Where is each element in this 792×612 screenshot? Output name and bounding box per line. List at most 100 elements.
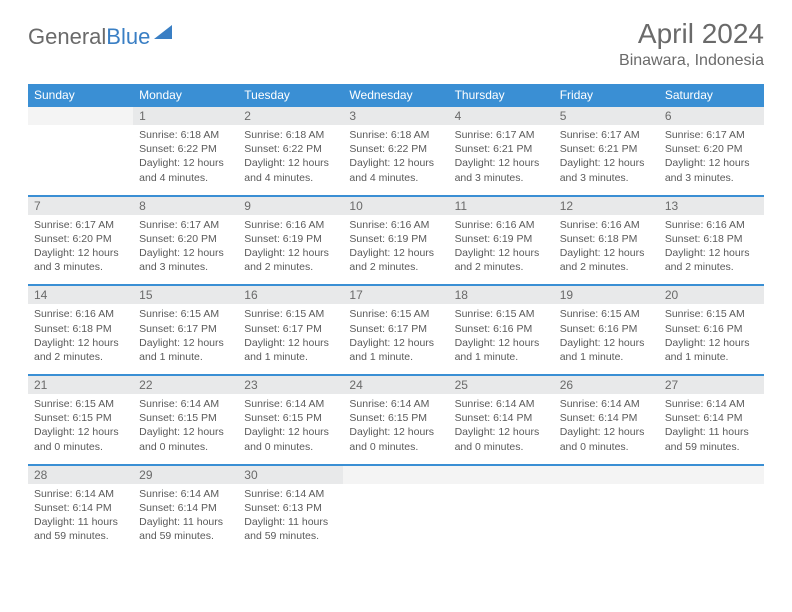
daylight-text: Daylight: 12 hours and 4 minutes. (244, 156, 337, 184)
day-cell (449, 484, 554, 554)
sunrise-text: Sunrise: 6:15 AM (34, 397, 127, 411)
sunset-text: Sunset: 6:15 PM (244, 411, 337, 425)
daylight-text: Daylight: 12 hours and 3 minutes. (139, 246, 232, 274)
day-cell: Sunrise: 6:18 AMSunset: 6:22 PMDaylight:… (133, 125, 238, 196)
day-number: 29 (133, 465, 238, 484)
daylight-text: Daylight: 12 hours and 2 minutes. (244, 246, 337, 274)
weekday-header: Thursday (449, 84, 554, 107)
month-title: April 2024 (619, 18, 764, 50)
day-cell: Sunrise: 6:16 AMSunset: 6:19 PMDaylight:… (238, 215, 343, 286)
day-number: 9 (238, 196, 343, 215)
day-number: 15 (133, 285, 238, 304)
day-number: 6 (659, 107, 764, 126)
sunset-text: Sunset: 6:20 PM (665, 142, 758, 156)
sunset-text: Sunset: 6:14 PM (139, 501, 232, 515)
day-number: 16 (238, 285, 343, 304)
day-cell: Sunrise: 6:18 AMSunset: 6:22 PMDaylight:… (238, 125, 343, 196)
sunrise-text: Sunrise: 6:16 AM (349, 218, 442, 232)
day-number: 24 (343, 375, 448, 394)
day-cell (343, 484, 448, 554)
day-cell: Sunrise: 6:17 AMSunset: 6:21 PMDaylight:… (449, 125, 554, 196)
sunset-text: Sunset: 6:21 PM (455, 142, 548, 156)
daylight-text: Daylight: 12 hours and 3 minutes. (560, 156, 653, 184)
day-cell: Sunrise: 6:16 AMSunset: 6:18 PMDaylight:… (28, 304, 133, 375)
sunrise-text: Sunrise: 6:16 AM (244, 218, 337, 232)
sunrise-text: Sunrise: 6:16 AM (455, 218, 548, 232)
location-label: Binawara, Indonesia (619, 52, 764, 70)
daylight-text: Daylight: 12 hours and 1 minute. (244, 336, 337, 364)
day-cell: Sunrise: 6:15 AMSunset: 6:16 PMDaylight:… (659, 304, 764, 375)
sunrise-text: Sunrise: 6:18 AM (349, 128, 442, 142)
daylight-text: Daylight: 11 hours and 59 minutes. (34, 515, 127, 543)
sunset-text: Sunset: 6:14 PM (560, 411, 653, 425)
day-number: 22 (133, 375, 238, 394)
sunrise-text: Sunrise: 6:16 AM (34, 307, 127, 321)
sunset-text: Sunset: 6:16 PM (560, 322, 653, 336)
brand-triangle-icon (154, 25, 172, 39)
sunrise-text: Sunrise: 6:15 AM (455, 307, 548, 321)
sunset-text: Sunset: 6:14 PM (455, 411, 548, 425)
weekday-header: Wednesday (343, 84, 448, 107)
day-cell: Sunrise: 6:18 AMSunset: 6:22 PMDaylight:… (343, 125, 448, 196)
day-cell: Sunrise: 6:17 AMSunset: 6:21 PMDaylight:… (554, 125, 659, 196)
sunrise-text: Sunrise: 6:14 AM (455, 397, 548, 411)
day-cell: Sunrise: 6:14 AMSunset: 6:14 PMDaylight:… (659, 394, 764, 465)
day-number: 2 (238, 107, 343, 126)
day-number: 5 (554, 107, 659, 126)
sunrise-text: Sunrise: 6:15 AM (244, 307, 337, 321)
day-number: 4 (449, 107, 554, 126)
sunrise-text: Sunrise: 6:14 AM (139, 487, 232, 501)
sunrise-text: Sunrise: 6:15 AM (139, 307, 232, 321)
sunrise-text: Sunrise: 6:15 AM (665, 307, 758, 321)
sunrise-text: Sunrise: 6:14 AM (244, 397, 337, 411)
day-cell (554, 484, 659, 554)
day-cell: Sunrise: 6:17 AMSunset: 6:20 PMDaylight:… (133, 215, 238, 286)
daylight-text: Daylight: 11 hours and 59 minutes. (665, 425, 758, 453)
day-number: 20 (659, 285, 764, 304)
brand-part1: General (28, 24, 106, 49)
sunrise-text: Sunrise: 6:14 AM (560, 397, 653, 411)
sunset-text: Sunset: 6:17 PM (244, 322, 337, 336)
day-cell: Sunrise: 6:16 AMSunset: 6:18 PMDaylight:… (659, 215, 764, 286)
day-number: 19 (554, 285, 659, 304)
day-number: 1 (133, 107, 238, 126)
daylight-text: Daylight: 12 hours and 2 minutes. (34, 336, 127, 364)
brand-logo: GeneralBlue (28, 18, 172, 50)
daylight-text: Daylight: 12 hours and 2 minutes. (560, 246, 653, 274)
sunrise-text: Sunrise: 6:14 AM (139, 397, 232, 411)
sunset-text: Sunset: 6:19 PM (244, 232, 337, 246)
sunset-text: Sunset: 6:14 PM (665, 411, 758, 425)
day-number: 11 (449, 196, 554, 215)
sunrise-text: Sunrise: 6:14 AM (349, 397, 442, 411)
day-number: 28 (28, 465, 133, 484)
day-cell: Sunrise: 6:14 AMSunset: 6:14 PMDaylight:… (449, 394, 554, 465)
day-number: 18 (449, 285, 554, 304)
daylight-text: Daylight: 12 hours and 0 minutes. (455, 425, 548, 453)
sunset-text: Sunset: 6:22 PM (349, 142, 442, 156)
day-cell (28, 125, 133, 196)
day-number (28, 107, 133, 126)
daylight-text: Daylight: 12 hours and 2 minutes. (349, 246, 442, 274)
daylight-text: Daylight: 12 hours and 3 minutes. (34, 246, 127, 274)
sunrise-text: Sunrise: 6:14 AM (34, 487, 127, 501)
sunset-text: Sunset: 6:19 PM (349, 232, 442, 246)
day-number: 13 (659, 196, 764, 215)
day-cell: Sunrise: 6:17 AMSunset: 6:20 PMDaylight:… (28, 215, 133, 286)
sunrise-text: Sunrise: 6:16 AM (560, 218, 653, 232)
sunrise-text: Sunrise: 6:17 AM (455, 128, 548, 142)
day-cell: Sunrise: 6:16 AMSunset: 6:18 PMDaylight:… (554, 215, 659, 286)
day-number: 17 (343, 285, 448, 304)
sunset-text: Sunset: 6:20 PM (139, 232, 232, 246)
daylight-text: Daylight: 12 hours and 1 minute. (665, 336, 758, 364)
sunrise-text: Sunrise: 6:17 AM (34, 218, 127, 232)
sunset-text: Sunset: 6:15 PM (349, 411, 442, 425)
daylight-text: Daylight: 12 hours and 1 minute. (349, 336, 442, 364)
day-cell: Sunrise: 6:14 AMSunset: 6:15 PMDaylight:… (133, 394, 238, 465)
sunset-text: Sunset: 6:20 PM (34, 232, 127, 246)
day-number: 8 (133, 196, 238, 215)
day-cell: Sunrise: 6:14 AMSunset: 6:14 PMDaylight:… (554, 394, 659, 465)
sunset-text: Sunset: 6:17 PM (349, 322, 442, 336)
daylight-text: Daylight: 12 hours and 0 minutes. (34, 425, 127, 453)
day-cell: Sunrise: 6:15 AMSunset: 6:15 PMDaylight:… (28, 394, 133, 465)
calendar-table: SundayMondayTuesdayWednesdayThursdayFrid… (28, 84, 764, 553)
